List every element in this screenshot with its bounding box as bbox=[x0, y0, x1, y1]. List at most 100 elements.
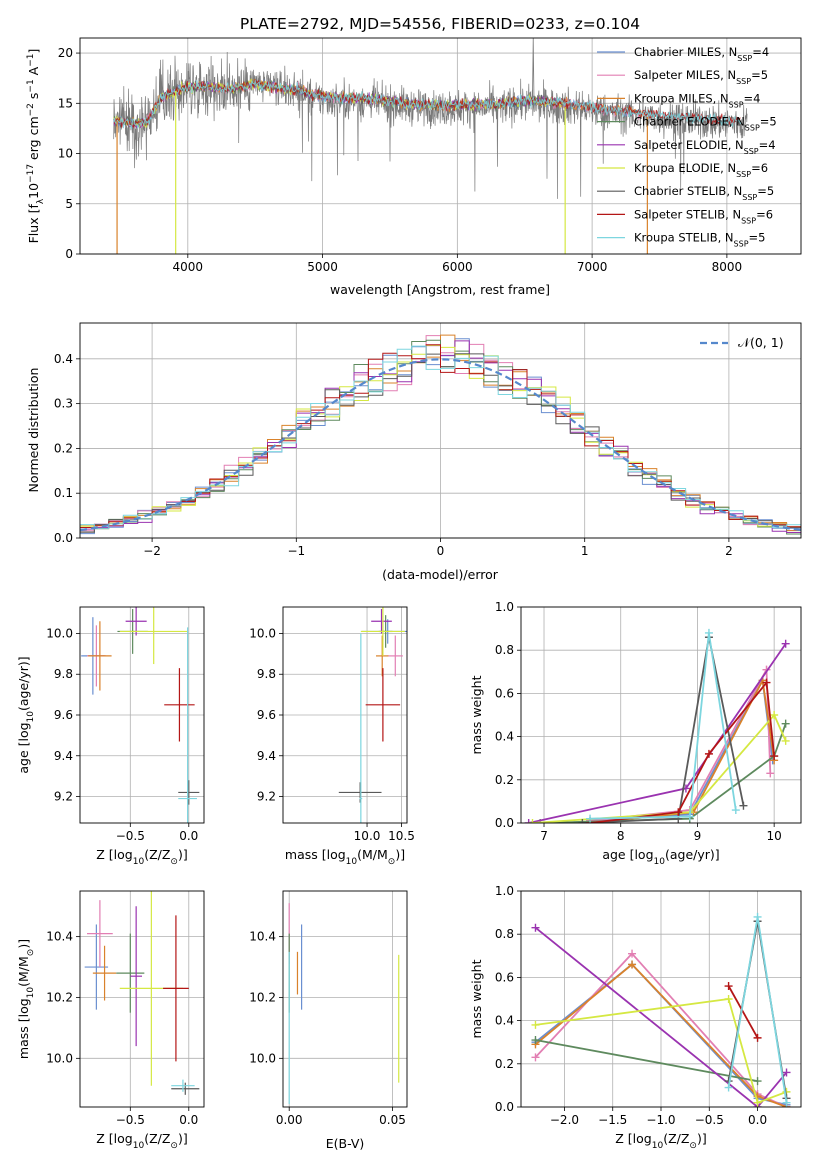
x-axis-label: Z [log10(Z/Z⊙)] bbox=[615, 1131, 706, 1151]
y-tick-label: 9.4 bbox=[257, 749, 276, 763]
marker-krou_elodie bbox=[770, 711, 779, 719]
marker-salp_miles bbox=[628, 949, 637, 958]
x-tick-label: 0.0 bbox=[179, 829, 198, 843]
point-krou_miles bbox=[92, 945, 117, 1001]
y-axis-label: Flux [fλ10−17 erg cm−2 s−1 A−1] bbox=[26, 49, 46, 244]
panel-weight_vs_age: 7 8 9 10 0.0 0.2 0.4 0.6 0.8 1.0 age [log10(age/yr… bbox=[469, 600, 802, 867]
y-tick-label: 0.4 bbox=[495, 1014, 514, 1028]
axes-frame bbox=[79, 37, 802, 255]
marker-salp_stelib bbox=[704, 749, 713, 758]
point-krou_stelib bbox=[171, 1079, 195, 1092]
plot-area bbox=[80, 334, 801, 538]
series-chab_elodie bbox=[535, 1039, 758, 1082]
x-tick-label: 10.5 bbox=[388, 829, 415, 843]
axes-frame bbox=[79, 890, 205, 1108]
x-tick-label: −1.0 bbox=[646, 1113, 675, 1127]
x-tick-label: 0.00 bbox=[276, 1113, 303, 1127]
y-tick-label: 10.0 bbox=[46, 1051, 73, 1065]
y-tick-label: 9.4 bbox=[54, 749, 73, 763]
series-krou_stelib bbox=[589, 632, 737, 820]
x-axis-label: wavelength [Angstrom, rest frame] bbox=[330, 282, 550, 297]
y-tick-label: 0.2 bbox=[495, 1057, 514, 1071]
y-tick-label: 20 bbox=[58, 46, 73, 60]
x-tick-label: 10.0 bbox=[354, 829, 381, 843]
marker-chab_elodie bbox=[753, 1077, 762, 1086]
x-tick-label: 5000 bbox=[307, 260, 338, 274]
x-tick-label: 8000 bbox=[712, 260, 743, 274]
y-axis-label: age [log10(age/yr)] bbox=[16, 656, 36, 773]
y-tick-label: 0.8 bbox=[495, 643, 514, 657]
x-tick-label: 2 bbox=[725, 544, 733, 558]
point-krou_elodie bbox=[119, 607, 188, 665]
marker-salp_miles bbox=[531, 1053, 540, 1062]
point-krou_stelib bbox=[359, 633, 363, 823]
x-tick-label: −1.5 bbox=[598, 1113, 627, 1127]
y-tick-label: 10.0 bbox=[249, 626, 276, 640]
legend-entry-chab_elodie: Chabrier ELODIE, NSSP=5 bbox=[634, 115, 777, 133]
series-salp_stelib bbox=[727, 985, 759, 1039]
series-krou_miles bbox=[534, 963, 787, 1107]
y-tick-label: 9.6 bbox=[257, 708, 276, 722]
marker-salp_stelib bbox=[753, 1033, 762, 1042]
plot-area bbox=[531, 912, 791, 1107]
gaussian-curve bbox=[80, 358, 801, 532]
x-tick-label: 0.0 bbox=[748, 1113, 767, 1127]
x-axis-label: mass [log10(M/M⊙)] bbox=[285, 847, 405, 867]
y-tick-label: 9.8 bbox=[54, 667, 73, 681]
legend-entry-salp_stelib: Salpeter STELIB, NSSP=6 bbox=[634, 207, 773, 225]
x-tick-label: −2.0 bbox=[550, 1113, 579, 1127]
x-axis-label: Z [log10(Z/Z⊙)] bbox=[96, 847, 187, 867]
x-tick-label: −0.5 bbox=[116, 1113, 145, 1127]
panel-spectrum: 4000 5000 6000 7000 8000 0 5 10 15 20 wavelength [… bbox=[26, 37, 802, 297]
plot-area bbox=[524, 628, 790, 823]
y-tick-label: 1.0 bbox=[495, 600, 514, 614]
y-tick-label: 0.6 bbox=[495, 970, 514, 984]
point-krou_miles bbox=[376, 635, 389, 677]
y-tick-label: 0.1 bbox=[54, 486, 73, 500]
model-spectrum-krou_stelib bbox=[113, 80, 741, 130]
emission-spike bbox=[532, 38, 535, 104]
y-tick-label: 15 bbox=[58, 96, 73, 110]
x-tick-label: −0.5 bbox=[695, 1113, 724, 1127]
x-axis-label: age [log10(age/yr)] bbox=[602, 847, 719, 867]
x-tick-label: 9 bbox=[694, 829, 702, 843]
panel-mass_vs_Z: −0.5 0.0 10.0 10.2 10.4 Z [log10(Z/Z⊙)] mass [… bbox=[16, 890, 205, 1151]
x-tick-label: 7000 bbox=[577, 260, 608, 274]
y-axis-label: mass [log10(M/M⊙)] bbox=[16, 939, 36, 1059]
x-tick-label: −2 bbox=[143, 544, 161, 558]
point-chab_stelib bbox=[171, 1082, 200, 1095]
legend-entry-chab_miles: Chabrier MILES, NSSP=4 bbox=[634, 45, 769, 63]
marker-krou_stelib bbox=[782, 1098, 791, 1107]
y-tick-label: 0.2 bbox=[54, 441, 73, 455]
marker-krou_stelib bbox=[704, 628, 713, 637]
x-tick-label: 0 bbox=[437, 544, 445, 558]
plot-area bbox=[81, 607, 200, 823]
y-tick-label: 0.8 bbox=[495, 927, 514, 941]
legend-entry-salp_miles: Salpeter MILES, NSSP=5 bbox=[634, 68, 768, 86]
marker-krou_elodie bbox=[753, 1098, 762, 1107]
y-tick-label: 0.6 bbox=[495, 686, 514, 700]
y-axis-label: Normed distribution bbox=[26, 368, 41, 493]
point-chab_stelib bbox=[338, 782, 382, 803]
y-tick-label: 0.3 bbox=[54, 397, 73, 411]
y-tick-label: 0.0 bbox=[495, 816, 514, 830]
marker-krou_elodie bbox=[781, 736, 790, 745]
marker-salp_stelib bbox=[762, 678, 771, 687]
axes-frame bbox=[79, 606, 205, 824]
y-tick-label: 0.4 bbox=[54, 352, 73, 366]
x-tick-label: 8 bbox=[617, 829, 625, 843]
marker-krou_stelib bbox=[685, 812, 694, 821]
panel-residuals: −2 −1 0 1 2 0.0 0.1 0.2 0.3 0.4 (data-model)/error… bbox=[26, 322, 802, 582]
grid bbox=[283, 607, 407, 823]
point-salp_miles bbox=[87, 900, 113, 968]
axes-frame bbox=[520, 606, 802, 824]
point-salp_elodie bbox=[371, 609, 392, 634]
x-tick-label: −0.5 bbox=[116, 829, 145, 843]
y-tick-label: 10.0 bbox=[249, 1051, 276, 1065]
y-tick-label: 9.6 bbox=[54, 708, 73, 722]
axes-frame bbox=[282, 890, 408, 1108]
x-axis-label: E(B-V) bbox=[326, 1136, 365, 1151]
y-tick-label: 0.2 bbox=[495, 773, 514, 787]
marker-chab_stelib bbox=[578, 819, 587, 823]
